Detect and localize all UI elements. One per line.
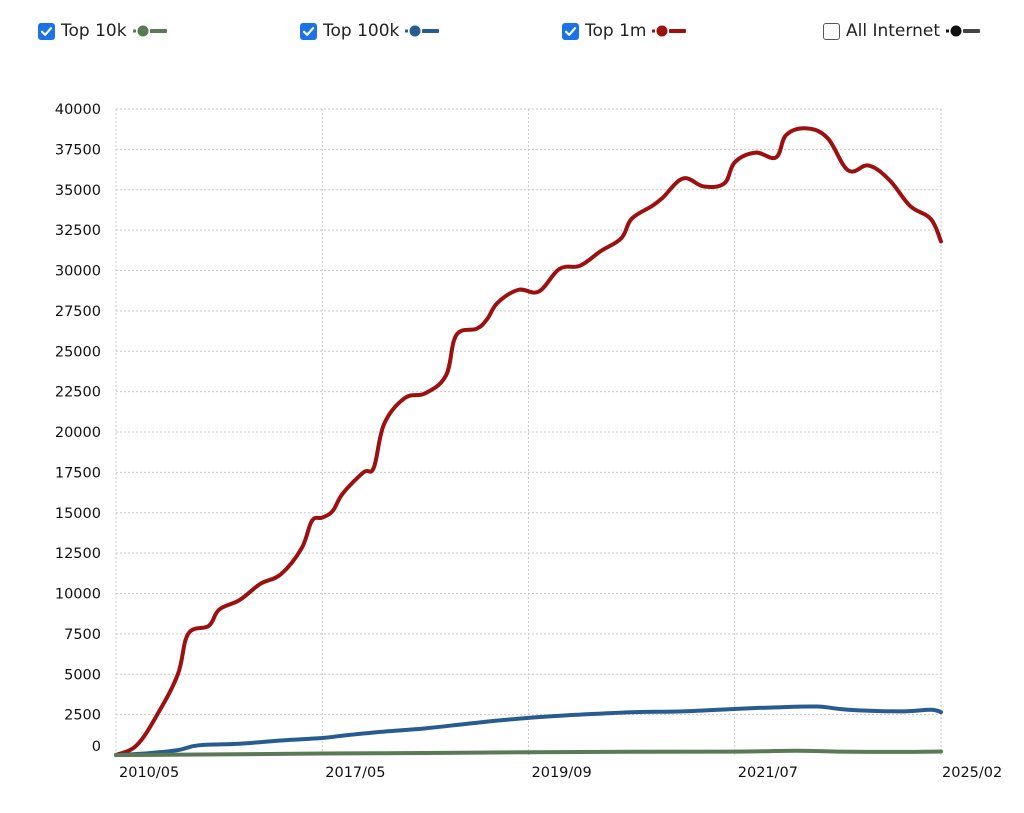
chart-grid xyxy=(115,108,942,755)
series-line-top-100k xyxy=(114,704,943,757)
y-tick-label: 2500 xyxy=(64,708,101,724)
x-axis-ticks: 2010/05 2017/05 2019/09 2021/07 2025/02 xyxy=(119,765,1002,781)
y-tick-label: 27500 xyxy=(55,304,101,320)
line-marker-icon xyxy=(405,25,440,37)
legend-item-top-1m[interactable]: Top 1m xyxy=(562,18,688,44)
legend-label: Top 10k xyxy=(61,21,127,41)
chart-series xyxy=(114,126,943,757)
legend-item-top-10k[interactable]: Top 10k xyxy=(38,18,169,44)
y-axis-ticks: 0 2500 5000 7500 10000 12500 15000 17500 20000 22… xyxy=(55,102,101,755)
checkbox-checked-icon[interactable] xyxy=(562,22,579,40)
y-tick-label: 5000 xyxy=(64,667,101,683)
legend-label: All Internet xyxy=(846,21,940,41)
legend-item-all-internet[interactable]: All Internet xyxy=(823,18,982,44)
y-tick-label: 22500 xyxy=(55,385,101,401)
y-tick-label: 7500 xyxy=(64,627,101,643)
y-tick-label: 0 xyxy=(92,739,101,755)
checkbox-checked-icon[interactable] xyxy=(300,22,317,40)
y-tick-label: 10000 xyxy=(55,587,101,603)
x-tick-label: 2025/02 xyxy=(942,765,1002,781)
y-tick-label: 25000 xyxy=(55,344,101,360)
x-tick-label: 2010/05 xyxy=(119,765,179,781)
chart-legend: Top 10k Top 100k Top 1m All Internet xyxy=(0,18,1024,44)
y-tick-label: 32500 xyxy=(55,223,101,239)
series-line-top-1m xyxy=(114,126,943,757)
x-tick-label: 2017/05 xyxy=(325,765,385,781)
y-tick-label: 20000 xyxy=(55,425,101,441)
y-tick-label: 15000 xyxy=(55,506,101,522)
x-tick-label: 2021/07 xyxy=(738,765,798,781)
y-tick-label: 40000 xyxy=(55,102,101,118)
y-tick-label: 12500 xyxy=(55,546,101,562)
line-marker-icon xyxy=(132,25,167,37)
checkbox-checked-icon[interactable] xyxy=(38,22,55,40)
line-marker-icon xyxy=(652,25,687,37)
series-line-top-10k xyxy=(114,748,943,757)
legend-label: Top 1m xyxy=(585,21,647,41)
x-tick-label: 2019/09 xyxy=(532,765,592,781)
y-tick-label: 17500 xyxy=(55,465,101,481)
y-tick-label: 37500 xyxy=(55,142,101,158)
y-tick-label: 35000 xyxy=(55,183,101,199)
legend-label: Top 100k xyxy=(323,21,400,41)
legend-item-top-100k[interactable]: Top 100k xyxy=(300,18,441,44)
line-marker-icon xyxy=(945,25,980,37)
y-tick-label: 30000 xyxy=(55,264,101,280)
checkbox-unchecked-icon[interactable] xyxy=(823,22,840,40)
